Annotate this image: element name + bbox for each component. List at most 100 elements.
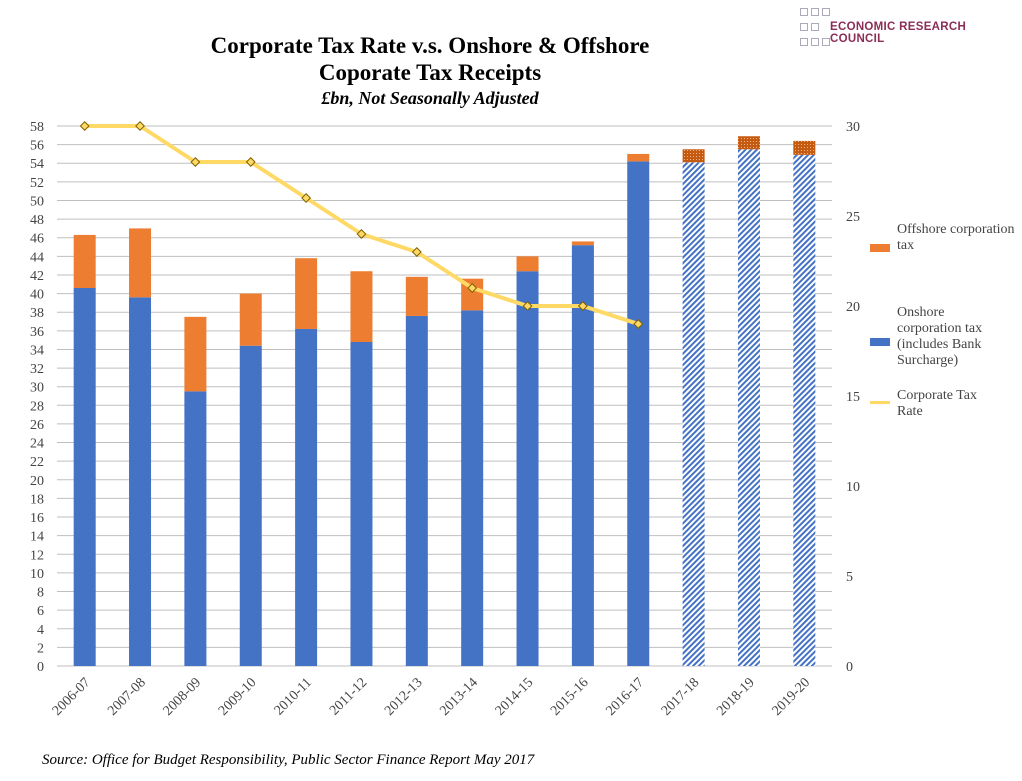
logo: ECONOMIC RESEARCH COUNCIL — [800, 6, 1020, 52]
y2-tick-label: 0 — [846, 660, 853, 675]
rate-marker — [577, 301, 588, 311]
rate-marker — [135, 121, 145, 131]
bar-onshore — [405, 315, 428, 666]
y-tick-label: 2 — [37, 641, 44, 656]
rate-marker — [79, 121, 90, 131]
y-tick-label: 22 — [30, 455, 44, 470]
bar-offshore — [516, 256, 539, 272]
x-tick-label: 2013-14 — [437, 675, 481, 719]
bar-onshore — [793, 154, 816, 667]
y-tick-label: 4 — [37, 623, 44, 638]
y-tick-label: 38 — [30, 306, 44, 321]
y2-tick-label: 25 — [846, 210, 860, 225]
bar-onshore — [295, 328, 318, 666]
rate-marker — [301, 193, 312, 203]
y-tick-label: 0 — [37, 660, 44, 675]
x-tick-label: 2012-13 — [382, 675, 426, 719]
bar-offshore — [571, 241, 594, 246]
bar-onshore — [571, 245, 594, 666]
bar-offshore — [129, 228, 152, 298]
y-tick-label: 14 — [30, 530, 44, 545]
y-tick-label: 42 — [30, 269, 44, 284]
legend-swatch-rate — [870, 401, 890, 404]
bar-offshore — [350, 271, 373, 342]
source-note: Source: Office for Budget Responsibility… — [42, 752, 535, 768]
bar-offshore — [627, 153, 650, 162]
rate-marker — [522, 301, 533, 311]
rate-marker — [245, 157, 256, 167]
legend-label-offshore: Offshore corporation tax — [897, 222, 1015, 253]
bar-offshore — [73, 234, 96, 288]
legend-label-rate: Corporate Tax Rate — [897, 388, 978, 419]
y-tick-label: 8 — [37, 586, 44, 601]
x-tick-label: 2019-20 — [770, 675, 814, 719]
rate-marker — [190, 157, 201, 167]
bar-offshore — [737, 136, 760, 150]
y2-tick-label: 15 — [846, 390, 860, 405]
y-tick-label: 56 — [30, 139, 44, 154]
x-tick-label: 2008-09 — [161, 675, 205, 719]
rate-marker — [467, 283, 478, 293]
bar-offshore — [295, 258, 318, 329]
x-tick-label: 2006-07 — [50, 675, 94, 719]
y-tick-label: 12 — [30, 548, 44, 563]
y-tick-label: 30 — [30, 381, 44, 396]
y-tick-label: 26 — [30, 418, 44, 433]
y-tick-label: 48 — [30, 213, 44, 228]
x-tick-label: 2011-12 — [327, 675, 370, 718]
bar-onshore — [461, 310, 484, 666]
bar-onshore — [737, 149, 760, 666]
x-tick-label: 2016-17 — [603, 675, 647, 719]
bar-offshore — [682, 149, 705, 163]
bar-onshore — [73, 288, 96, 666]
y-tick-label: 16 — [30, 511, 44, 526]
bar-onshore — [682, 162, 705, 666]
rate-marker — [356, 229, 367, 239]
x-tick-label: 2010-11 — [272, 675, 315, 718]
x-tick-label: 2014-15 — [493, 675, 537, 719]
bar-onshore — [516, 271, 539, 666]
y-tick-label: 28 — [30, 399, 44, 414]
logo-text: ECONOMIC RESEARCH COUNCIL — [830, 21, 967, 45]
bar-offshore — [239, 293, 262, 346]
bar-onshore — [627, 161, 650, 666]
y-tick-label: 58 — [30, 120, 44, 135]
y-tick-label: 6 — [37, 604, 44, 619]
y-tick-label: 50 — [30, 194, 44, 209]
y-tick-label: 46 — [30, 232, 44, 247]
y-tick-label: 32 — [30, 362, 44, 377]
y-tick-label: 54 — [30, 157, 44, 172]
y-tick-label: 52 — [30, 176, 44, 191]
y2-tick-label: 5 — [846, 570, 853, 585]
bar-onshore — [350, 342, 373, 666]
x-tick-label: 2017-18 — [659, 675, 703, 719]
legend-label-onshore: Onshore corporation tax (includes Bank S… — [897, 305, 983, 368]
y2-tick-label: 10 — [846, 480, 860, 495]
chart-title-line1: Corporate Tax Rate v.s. Onshore & Offsho… — [210, 33, 650, 58]
y2-tick-label: 30 — [846, 120, 860, 135]
chart-title-line2: Coporate Tax Receipts — [318, 60, 542, 85]
y-tick-label: 34 — [30, 343, 44, 358]
chart-subtitle: £bn, Not Seasonally Adjusted — [321, 88, 539, 108]
y-tick-label: 44 — [30, 250, 44, 265]
legend-swatch-onshore — [870, 338, 890, 346]
bar-onshore — [239, 345, 262, 666]
y-tick-label: 10 — [30, 567, 44, 582]
bar-offshore — [793, 140, 816, 155]
y2-tick-label: 20 — [846, 300, 860, 315]
rate-marker — [411, 247, 422, 257]
x-tick-label: 2007-08 — [105, 675, 149, 719]
y-tick-label: 24 — [30, 437, 44, 452]
x-tick-label: 2015-16 — [548, 675, 592, 719]
bar-onshore — [184, 391, 207, 666]
y-tick-label: 18 — [30, 492, 44, 507]
rate-marker — [633, 319, 644, 329]
x-tick-label: 2009-10 — [216, 675, 260, 719]
bar-offshore — [184, 316, 207, 392]
bar-offshore — [405, 276, 428, 316]
y-tick-label: 40 — [30, 288, 44, 303]
y-tick-label: 20 — [30, 474, 44, 489]
x-tick-label: 2018-19 — [714, 675, 758, 719]
y-tick-label: 36 — [30, 325, 44, 340]
